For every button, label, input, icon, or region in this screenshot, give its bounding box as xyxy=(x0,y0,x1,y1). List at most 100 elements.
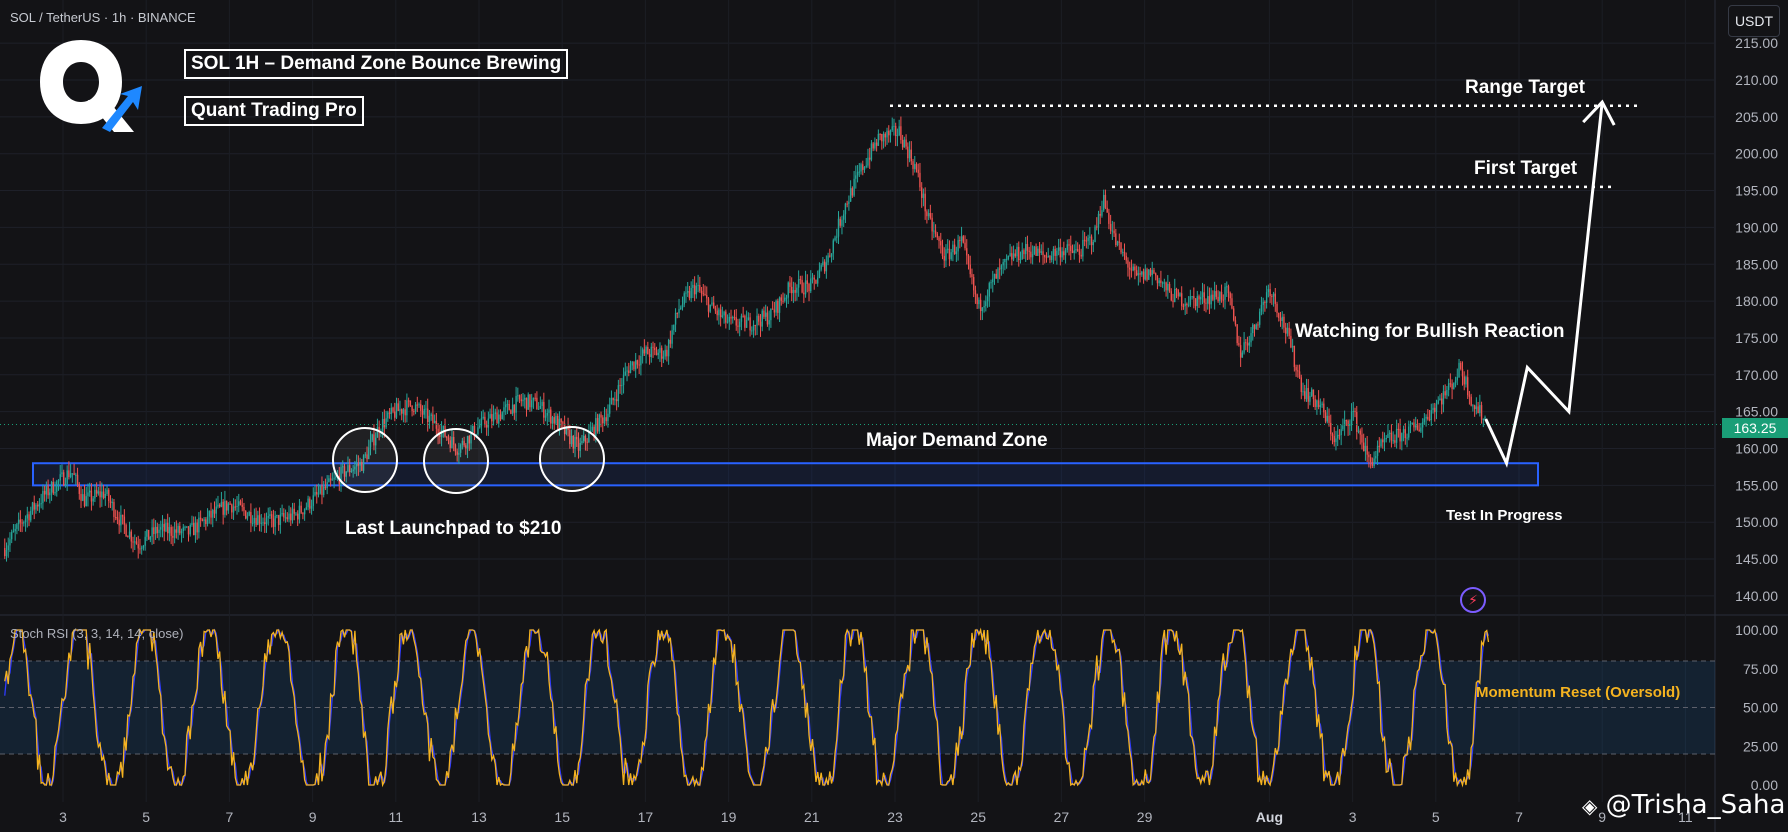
candle-body xyxy=(690,287,692,299)
candle-body xyxy=(1151,270,1153,276)
candle-body xyxy=(1033,246,1036,255)
candle-body xyxy=(983,306,985,308)
candle-body xyxy=(182,527,184,532)
candle-body xyxy=(1090,236,1093,246)
launchpad-label: Last Launchpad to $210 xyxy=(345,518,562,539)
candle-body xyxy=(680,307,682,309)
candle-body xyxy=(1272,293,1275,297)
candle-body xyxy=(1215,291,1218,297)
candle-body xyxy=(603,417,606,424)
candle-body xyxy=(794,289,796,293)
candle-body xyxy=(80,493,82,501)
candle-body xyxy=(283,512,285,518)
candle-body xyxy=(494,412,496,414)
candle-body xyxy=(992,278,994,283)
candle-body xyxy=(695,285,698,295)
candle-body xyxy=(449,440,451,448)
candle-body xyxy=(1170,291,1172,301)
candle-body xyxy=(636,360,639,365)
candle-body xyxy=(1220,291,1223,300)
candle-body xyxy=(815,279,817,284)
candle-body xyxy=(461,440,464,445)
candle-body xyxy=(844,203,847,215)
candle-body xyxy=(562,422,564,424)
candle-body xyxy=(1447,383,1450,390)
candle-body xyxy=(966,248,968,256)
candle-body xyxy=(244,510,247,519)
candle-body xyxy=(236,505,238,507)
candle-body xyxy=(515,396,517,413)
candle-body xyxy=(231,504,233,513)
candle-body xyxy=(1009,253,1011,256)
candle-body xyxy=(321,485,323,495)
candle-body xyxy=(87,492,89,497)
time-tick-label: 11 xyxy=(1678,809,1693,825)
candle-body xyxy=(1189,296,1192,305)
candle-body xyxy=(137,544,139,549)
candle-body xyxy=(28,514,30,521)
candle-body xyxy=(558,418,561,429)
candle-body xyxy=(749,317,751,331)
candle-body xyxy=(374,437,377,446)
candle-body xyxy=(238,501,240,506)
candle-body xyxy=(1279,317,1282,321)
candle-body xyxy=(1246,343,1249,346)
currency-button[interactable]: USDT xyxy=(1728,5,1780,37)
candle-body xyxy=(1167,283,1169,291)
candle-body xyxy=(1141,271,1143,275)
price-tick-label: 175.00 xyxy=(1735,330,1778,346)
candle-body xyxy=(1298,371,1301,378)
candle-body xyxy=(943,255,945,261)
candle-body xyxy=(633,361,635,370)
candle-body xyxy=(52,481,54,494)
candle-body xyxy=(1252,324,1254,334)
candle-body xyxy=(1175,288,1178,291)
candle-body xyxy=(893,125,895,127)
candle-body xyxy=(1394,440,1396,443)
candle-body xyxy=(290,513,292,521)
candle-body xyxy=(1111,230,1114,232)
candle-body xyxy=(889,130,892,136)
candle-body xyxy=(742,315,744,317)
candle-body xyxy=(1210,294,1212,305)
candle-body xyxy=(1371,461,1374,466)
candle-body xyxy=(108,489,110,501)
candle-body xyxy=(1177,290,1179,297)
candle-body xyxy=(210,510,212,518)
time-tick-label: 23 xyxy=(887,809,903,825)
time-tick-label: 3 xyxy=(1349,809,1357,825)
candle-body xyxy=(570,435,573,445)
candle-body xyxy=(933,230,935,232)
candle-body xyxy=(513,404,516,413)
candle-body xyxy=(88,490,91,493)
candle-body xyxy=(43,490,46,495)
candle-body xyxy=(785,297,788,299)
candle-body xyxy=(229,503,231,505)
candle-body xyxy=(1142,271,1145,280)
stoch-tick-label: 25.00 xyxy=(1743,738,1778,754)
candle-body xyxy=(385,418,387,428)
candle-body xyxy=(482,416,484,419)
candle-body xyxy=(113,502,115,517)
candle-body xyxy=(307,498,309,508)
lightning-icon[interactable]: ⚡ xyxy=(1460,587,1486,613)
candle-body xyxy=(1094,226,1096,242)
candle-body xyxy=(588,431,590,443)
candle-body xyxy=(451,436,453,448)
candle-body xyxy=(1056,250,1058,256)
bounce-circle xyxy=(332,427,398,493)
candle-body xyxy=(239,501,242,505)
candle-body xyxy=(671,330,673,344)
candle-body xyxy=(882,133,885,142)
candle-body xyxy=(352,469,354,472)
candle-body xyxy=(1044,255,1046,258)
candle-body xyxy=(777,300,779,313)
candle-body xyxy=(1109,223,1112,231)
candle-body xyxy=(712,302,715,309)
candle-body xyxy=(1378,445,1380,447)
candle-body xyxy=(506,403,509,405)
candle-body xyxy=(1019,259,1022,261)
candle-body xyxy=(291,508,294,521)
candle-body xyxy=(959,240,961,242)
